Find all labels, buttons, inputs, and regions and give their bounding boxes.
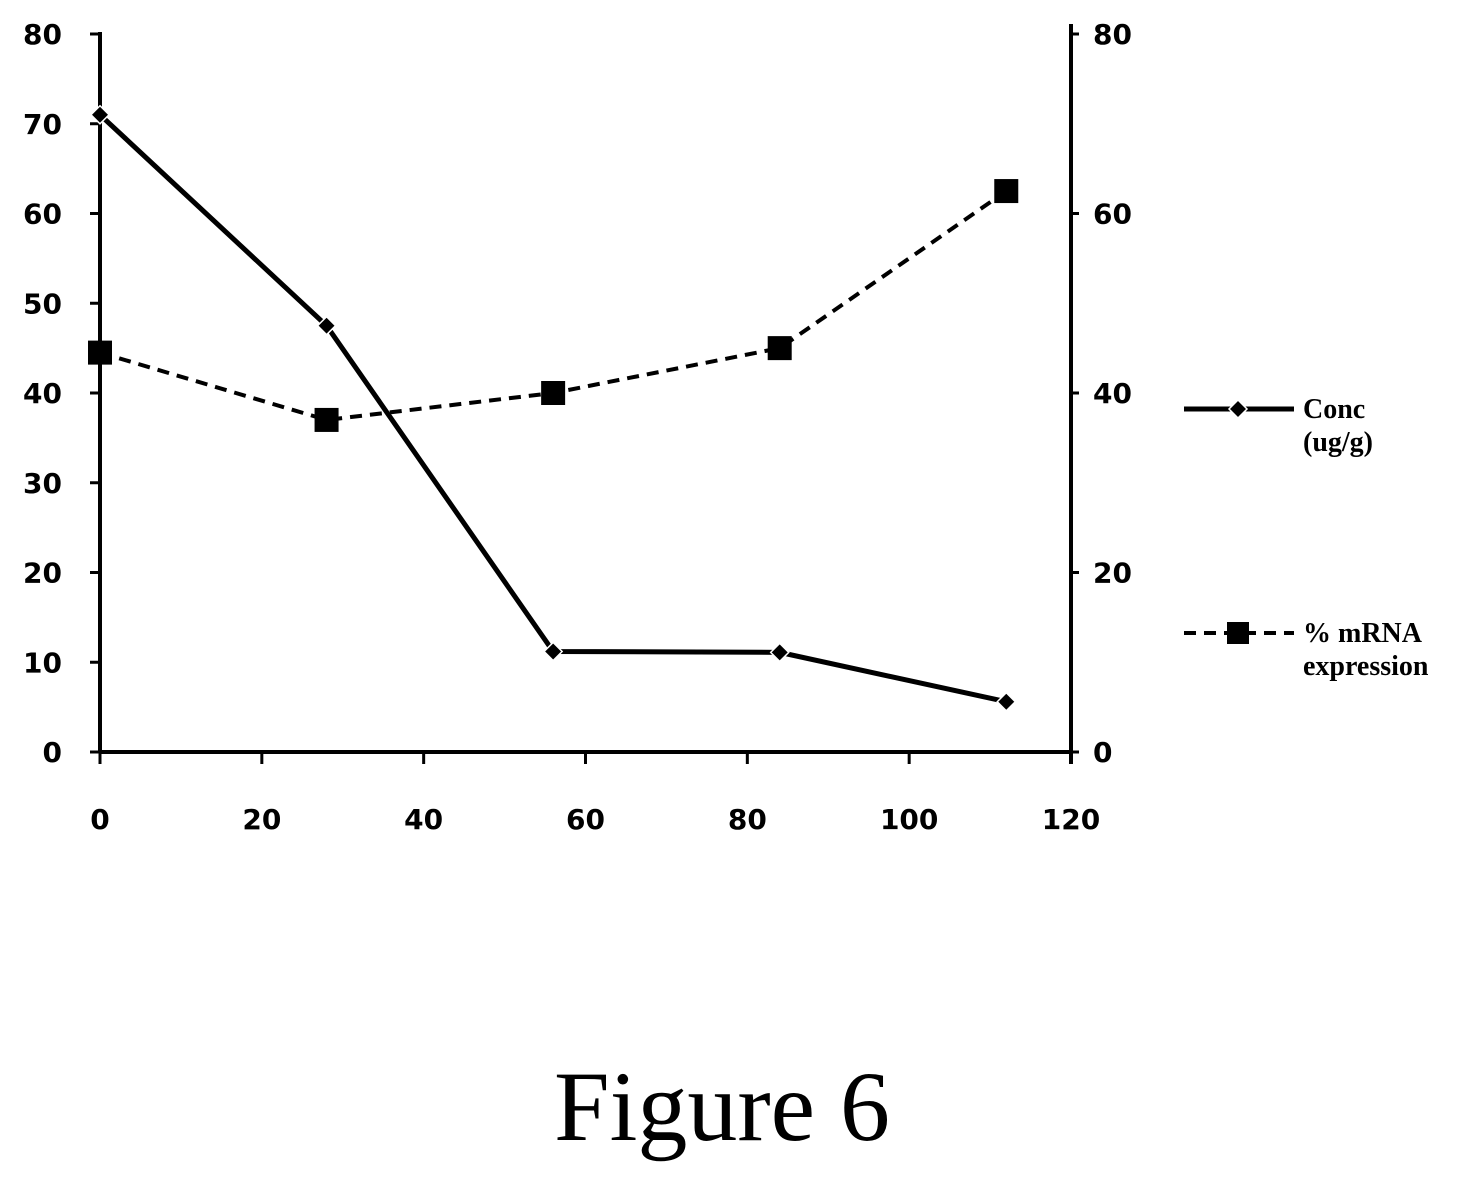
plot-area bbox=[88, 104, 1019, 712]
y2-tick-label: 20 bbox=[1093, 557, 1132, 590]
y2-tick-label: 0 bbox=[1093, 736, 1112, 769]
y2-tick-label: 80 bbox=[1093, 18, 1132, 51]
x-tick-label: 60 bbox=[566, 803, 605, 836]
data-point-square bbox=[541, 381, 566, 405]
x-tick-label: 40 bbox=[404, 803, 443, 836]
legend-marker bbox=[1227, 622, 1249, 644]
data-point-diamond bbox=[769, 642, 790, 663]
x-tick-label: 120 bbox=[1042, 803, 1100, 836]
y-tick-label: 30 bbox=[23, 467, 62, 500]
x-tick-label: 20 bbox=[242, 803, 281, 836]
data-point-diamond bbox=[543, 641, 564, 662]
series-2 bbox=[88, 179, 1019, 432]
data-point-diamond bbox=[89, 104, 111, 125]
y2-tick-label: 60 bbox=[1093, 198, 1132, 231]
figure-caption: Figure 6 bbox=[554, 1051, 890, 1162]
y-tick-label: 80 bbox=[23, 18, 62, 51]
data-point-diamond bbox=[316, 315, 337, 336]
y-tick-label: 70 bbox=[23, 108, 62, 141]
x-tick-label: 80 bbox=[728, 803, 767, 836]
legend-marker bbox=[1227, 398, 1249, 420]
legend-label: Conc bbox=[1303, 394, 1365, 425]
series-line bbox=[98, 112, 1007, 705]
y-tick-label: 10 bbox=[23, 646, 62, 679]
data-point-diamond bbox=[996, 691, 1017, 712]
x-tick-label: 0 bbox=[90, 803, 109, 836]
legend-label: % mRNA bbox=[1303, 618, 1423, 649]
x-tick-label: 100 bbox=[880, 803, 938, 836]
legend-item-1: Conc(ug/g) bbox=[1184, 394, 1373, 458]
y-tick-label: 0 bbox=[43, 736, 62, 769]
y-tick-label: 40 bbox=[23, 377, 62, 410]
data-point-square bbox=[88, 340, 112, 365]
axes: 0 10 20 30 40 50 60 70 80 0 20 40 60 80 100 120 0 20 40 60 8… bbox=[23, 18, 1132, 836]
legend-label: expression bbox=[1303, 651, 1429, 682]
data-point-square bbox=[994, 179, 1019, 204]
y-tick-label: 20 bbox=[23, 557, 62, 590]
data-point-square bbox=[767, 336, 792, 361]
legend-label: (ug/g) bbox=[1303, 427, 1373, 458]
data-point-square bbox=[314, 407, 339, 432]
y-tick-label: 60 bbox=[23, 198, 62, 231]
y2-tick-label: 40 bbox=[1093, 377, 1132, 410]
series-1 bbox=[89, 104, 1017, 712]
y-tick-label: 50 bbox=[23, 287, 62, 320]
